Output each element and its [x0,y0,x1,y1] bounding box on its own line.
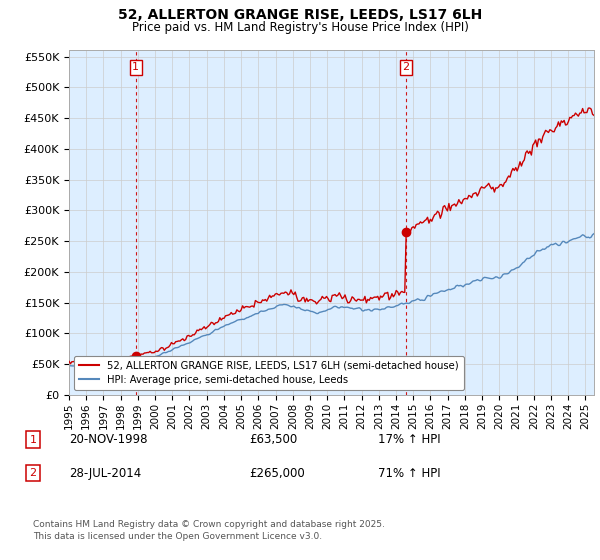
Text: 52, ALLERTON GRANGE RISE, LEEDS, LS17 6LH: 52, ALLERTON GRANGE RISE, LEEDS, LS17 6L… [118,8,482,22]
Text: £63,500: £63,500 [249,433,297,446]
Text: Contains HM Land Registry data © Crown copyright and database right 2025.
This d: Contains HM Land Registry data © Crown c… [33,520,385,541]
Text: 20-NOV-1998: 20-NOV-1998 [69,433,148,446]
Text: 1: 1 [132,63,139,72]
Text: £265,000: £265,000 [249,466,305,480]
Text: 71% ↑ HPI: 71% ↑ HPI [378,466,440,480]
Text: 28-JUL-2014: 28-JUL-2014 [69,466,141,480]
Legend: 52, ALLERTON GRANGE RISE, LEEDS, LS17 6LH (semi-detached house), HPI: Average pr: 52, ALLERTON GRANGE RISE, LEEDS, LS17 6L… [74,356,464,390]
Text: 1: 1 [29,435,37,445]
Text: 2: 2 [29,468,37,478]
Text: Price paid vs. HM Land Registry's House Price Index (HPI): Price paid vs. HM Land Registry's House … [131,21,469,34]
Text: 2: 2 [403,63,410,72]
Text: 17% ↑ HPI: 17% ↑ HPI [378,433,440,446]
